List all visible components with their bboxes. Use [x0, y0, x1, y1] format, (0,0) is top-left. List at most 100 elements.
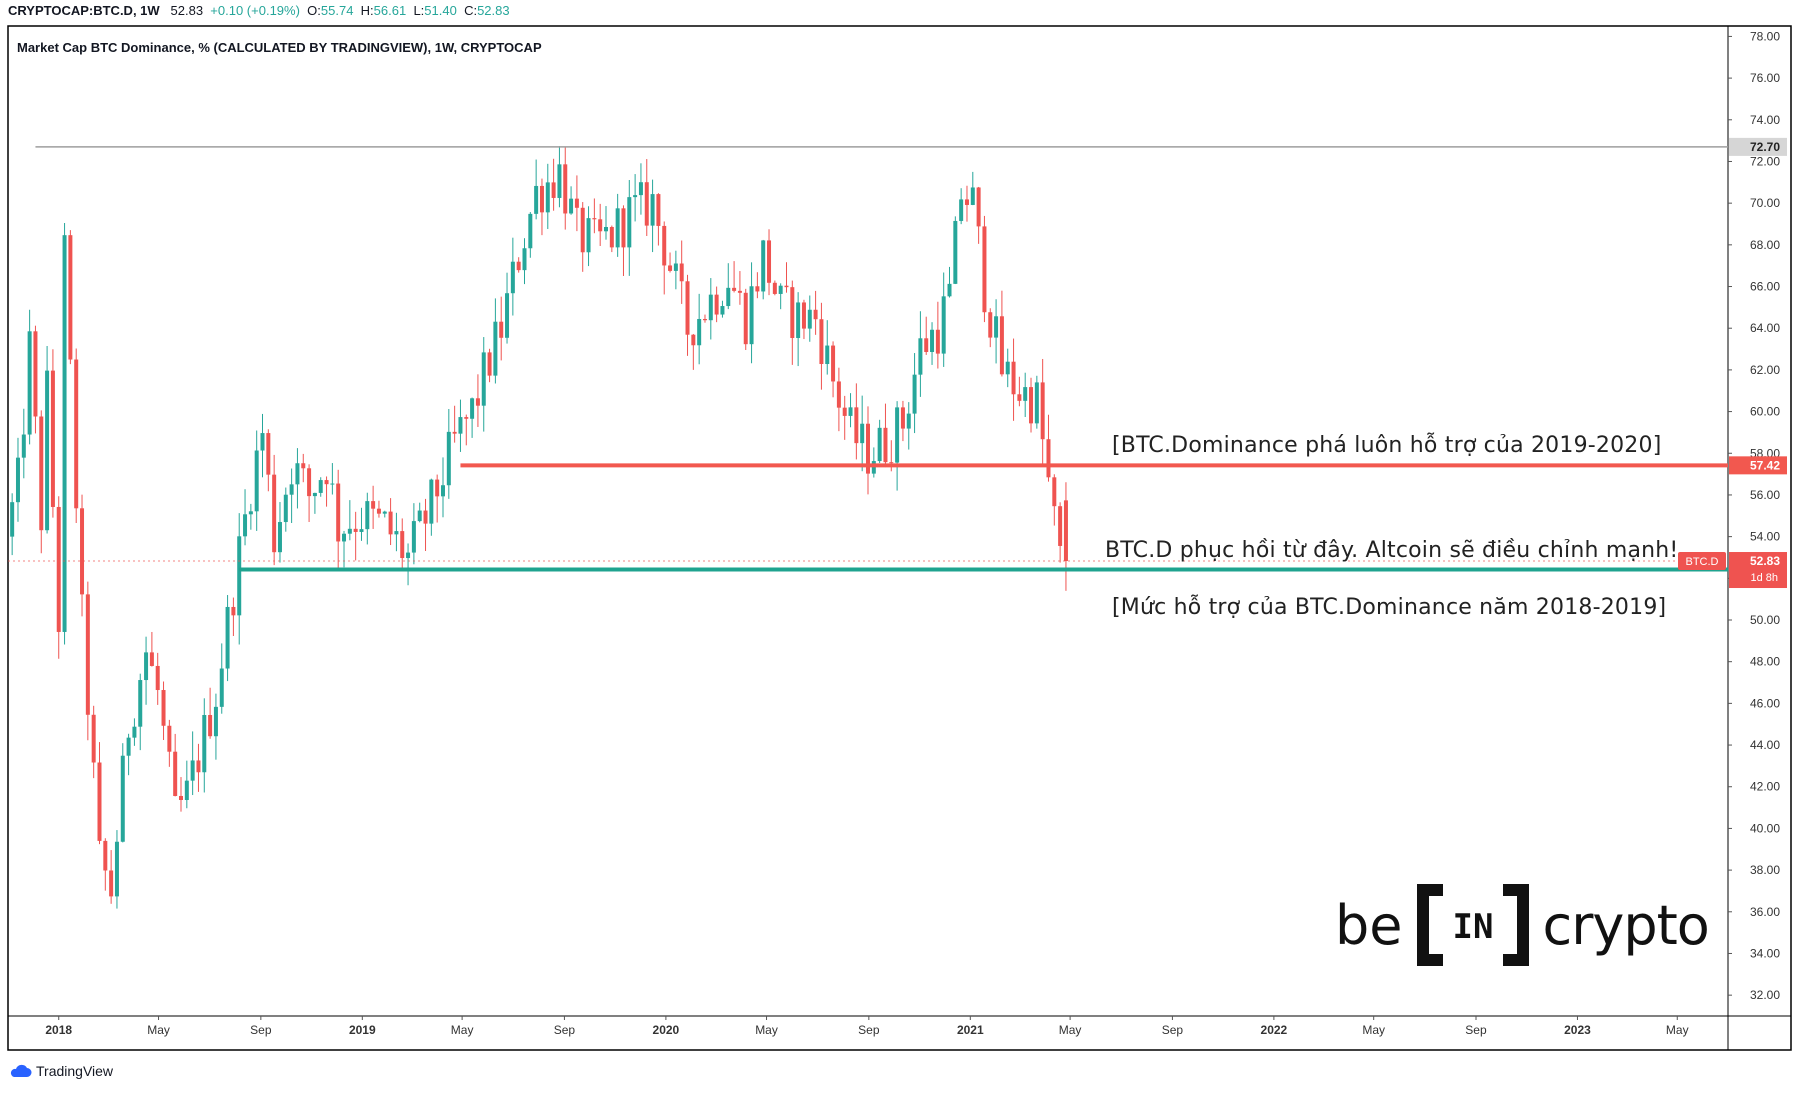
- y-tick-label: 78.00: [1750, 29, 1780, 43]
- candle-body: [138, 680, 143, 727]
- top-line-tag-bg: [1729, 137, 1787, 156]
- candle-body: [883, 427, 888, 463]
- candle-body: [726, 287, 731, 307]
- candle-body: [225, 606, 230, 669]
- x-tick-label: Sep: [858, 1023, 880, 1037]
- candle-body: [10, 502, 15, 537]
- candle-body: [470, 398, 475, 419]
- candle-body: [417, 510, 422, 522]
- current-price-tag: 52.83: [1750, 554, 1780, 568]
- candle-body: [406, 552, 411, 559]
- candle-body: [365, 501, 370, 530]
- candle-body: [371, 501, 376, 509]
- close-value: 52.83: [477, 3, 510, 18]
- candle-body: [464, 417, 469, 419]
- last-price: 52.83: [170, 3, 204, 18]
- candle-body: [499, 321, 504, 338]
- candle-body: [324, 480, 329, 485]
- candle-body: [487, 352, 492, 376]
- x-axis: 2018 May Sep 2019 May Sep 2020 May Sep 2021 May Sep…: [45, 1016, 1689, 1037]
- candle-body: [761, 240, 766, 292]
- y-tick-label: 42.00: [1750, 780, 1780, 794]
- candle-body: [39, 416, 44, 531]
- y-tick-label: 68.00: [1750, 238, 1780, 252]
- candle-body: [318, 480, 323, 493]
- x-tick-label: May: [1666, 1023, 1689, 1037]
- tradingview-brand[interactable]: TradingView: [8, 1063, 113, 1079]
- candle-body: [196, 760, 201, 773]
- candle-body: [755, 286, 760, 292]
- red-level-tag-bg: [1729, 456, 1787, 475]
- y-tick-label: 62.00: [1750, 363, 1780, 377]
- candle-body: [900, 407, 905, 429]
- candle-body: [964, 199, 969, 205]
- candle-body: [994, 316, 999, 338]
- chart-border: [7, 25, 1792, 1051]
- candle-body: [714, 294, 719, 315]
- y-tick-label: 64.00: [1750, 321, 1780, 335]
- candle-body: [545, 182, 550, 213]
- x-tick-label: 2021: [957, 1023, 984, 1037]
- candle-body: [528, 213, 533, 249]
- candle-body: [609, 226, 614, 248]
- candle-body: [557, 164, 562, 198]
- candle-body: [446, 431, 451, 486]
- logo-right-text: crypto: [1542, 893, 1710, 957]
- candle-body: [184, 780, 189, 801]
- candle-body: [359, 529, 364, 532]
- low-label: L:: [413, 3, 425, 18]
- candle-body: [1023, 387, 1028, 401]
- y-axis: 78.00 76.00 74.00 72.00 70.00 68.00 66.00 64.00…: [1728, 29, 1780, 1002]
- logo-bracket-mark: IN: [1413, 880, 1533, 970]
- candle-body: [831, 345, 836, 382]
- candle-body: [342, 533, 347, 542]
- candle-body: [522, 248, 527, 271]
- candle-body: [580, 207, 585, 253]
- y-tick-label: 60.00: [1750, 405, 1780, 419]
- candle-body: [388, 511, 393, 535]
- y-tick-label: 44.00: [1750, 738, 1780, 752]
- candle-body: [114, 841, 119, 897]
- y-tick-label: 56.00: [1750, 488, 1780, 502]
- candle-body: [144, 652, 149, 681]
- candle-body: [213, 706, 218, 737]
- candle-body: [376, 508, 381, 514]
- symbol-name[interactable]: CRYPTOCAP:BTC.D, 1W: [8, 3, 160, 18]
- bounce-annotation: BTC.D phục hồi từ đây. Altcoin sẽ điều c…: [1105, 538, 1679, 563]
- candle-body: [481, 352, 486, 406]
- candle-body: [1052, 477, 1057, 507]
- candle-body: [999, 316, 1004, 375]
- candle-body: [80, 508, 85, 595]
- candle-body: [91, 714, 96, 763]
- candle-body: [959, 199, 964, 221]
- y-tick-label: 66.00: [1750, 280, 1780, 294]
- high-value: 56.61: [373, 3, 407, 18]
- candle-body: [85, 594, 90, 715]
- candle-body: [586, 218, 591, 253]
- x-tick-label: Sep: [554, 1023, 576, 1037]
- candle-body: [551, 182, 556, 198]
- symbol-tag-bg: [1678, 552, 1726, 571]
- candle-body: [784, 285, 789, 288]
- candle-body: [732, 287, 737, 291]
- candle-body: [202, 714, 207, 773]
- candle-body: [801, 302, 806, 329]
- candle-body: [563, 164, 568, 214]
- candle-body: [941, 296, 946, 354]
- chart-subtitle: Market Cap BTC Dominance, % (CALCULATED …: [17, 40, 542, 55]
- candle-body: [254, 450, 259, 512]
- candle-body: [330, 483, 335, 485]
- candle-body: [592, 218, 597, 220]
- candle-body: [772, 282, 777, 294]
- candle-body: [1063, 500, 1068, 562]
- candle-body: [970, 187, 975, 205]
- candle-body: [836, 381, 841, 408]
- candle-body: [382, 511, 387, 514]
- y-tick-label: 70.00: [1750, 196, 1780, 210]
- candle-body: [435, 479, 440, 497]
- candle-body: [685, 281, 690, 335]
- candle-body: [347, 528, 352, 534]
- candle-body: [1046, 439, 1051, 478]
